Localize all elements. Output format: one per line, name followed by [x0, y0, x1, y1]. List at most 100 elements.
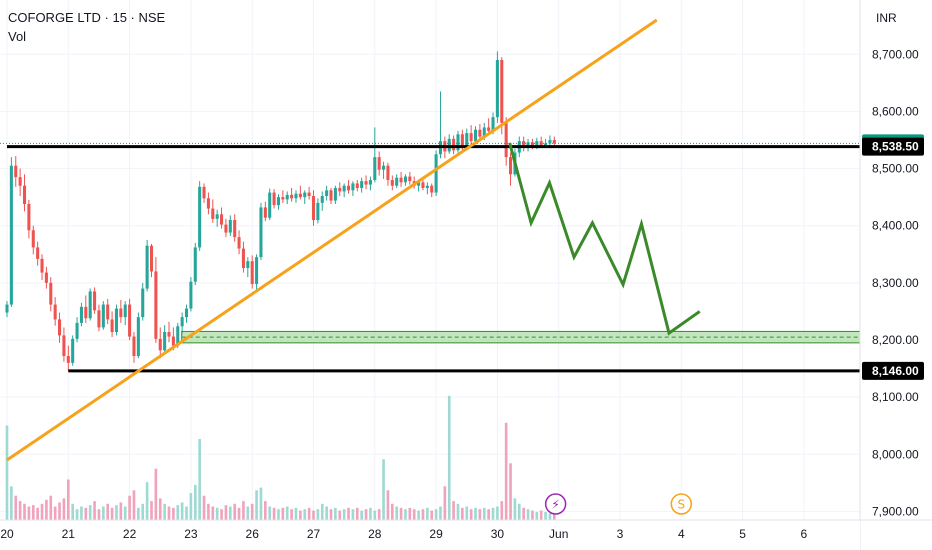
- volume-bar: [369, 507, 372, 520]
- candle-body: [530, 142, 534, 147]
- volume-bar: [31, 505, 35, 520]
- candle-body: [119, 308, 123, 318]
- volume-bar: [320, 503, 324, 520]
- candle-body: [460, 134, 464, 148]
- time-tick-label: 5: [739, 527, 746, 541]
- candle-body: [548, 140, 552, 144]
- candle-body: [9, 165, 13, 305]
- candle-body: [97, 310, 101, 328]
- time-tick-label: Jun: [549, 527, 568, 541]
- candle-body: [75, 322, 79, 339]
- volume-bar: [452, 501, 455, 520]
- candle-body: [62, 335, 66, 356]
- volume-bar: [215, 507, 219, 520]
- volume-bar: [75, 509, 79, 520]
- candle-body: [482, 127, 486, 137]
- candle-body: [163, 332, 167, 351]
- candle-body: [338, 188, 342, 192]
- candle-body: [132, 336, 136, 356]
- price-axis[interactable]: 8,700.00 8,600.00 8,500.00 8,400.00 8,300.00…: [859, 0, 932, 550]
- volume-bar: [290, 509, 293, 520]
- volume-bar: [439, 506, 442, 520]
- drawings[interactable]: [0, 18, 861, 462]
- symbol-title[interactable]: COFORGE LTD · 15 · NSE: [8, 10, 166, 25]
- currency-label[interactable]: INR: [876, 11, 897, 25]
- volume-bar: [426, 507, 429, 520]
- volume-bar: [355, 507, 359, 520]
- volume-label[interactable]: Vol: [8, 29, 27, 44]
- time-axis[interactable]: 20 21 22 23 26 27 28 29 30 Jun 3 4 5 6: [0, 519, 932, 550]
- volume-bar: [408, 507, 412, 520]
- volume-bar: [294, 507, 298, 520]
- candle-body: [303, 192, 307, 198]
- candle-body: [522, 141, 526, 148]
- volume-bar: [198, 439, 201, 520]
- volume-bar: [49, 495, 53, 520]
- volume-bar: [285, 506, 289, 520]
- candle-body: [285, 194, 289, 200]
- volume-bar: [250, 503, 254, 520]
- candle-body: [53, 304, 57, 320]
- split-event-icon[interactable]: ⚡: [544, 493, 567, 515]
- candle-body: [233, 220, 237, 238]
- candle-body: [215, 214, 219, 219]
- candle-body: [228, 220, 232, 233]
- candle-body: [434, 154, 438, 193]
- volume-bar: [404, 509, 407, 520]
- volume-bar: [163, 503, 166, 520]
- volume-bar: [430, 510, 434, 520]
- candle-body: [430, 185, 434, 193]
- volume-bar: [395, 506, 399, 520]
- candle-body: [66, 356, 70, 363]
- volume-bar: [531, 510, 534, 520]
- candle-body: [509, 157, 513, 175]
- volume-bar: [461, 507, 464, 520]
- volume-bar: [154, 468, 158, 520]
- volume-bar: [224, 505, 228, 520]
- candle-body: [27, 204, 31, 231]
- volume-bar: [373, 510, 377, 520]
- candle-body: [31, 230, 35, 248]
- volume-bar: [377, 509, 381, 520]
- candle-body: [114, 308, 118, 332]
- dividend-event-icon[interactable]: S: [670, 493, 693, 515]
- event-markers[interactable]: ⚡ S: [544, 493, 693, 515]
- candle-body: [500, 60, 504, 123]
- candle-body: [268, 192, 272, 218]
- time-tick-label: 27: [307, 527, 321, 541]
- candle-body: [478, 129, 482, 137]
- projection-path[interactable]: [508, 142, 701, 336]
- volume-bar: [329, 509, 333, 520]
- trendline[interactable]: [6, 18, 658, 462]
- candle-body: [544, 143, 548, 146]
- volume-bar: [62, 498, 66, 520]
- volume-bar: [36, 507, 39, 520]
- time-tick-label: 6: [801, 527, 808, 541]
- volume-bar: [172, 507, 175, 520]
- volume-bar: [478, 509, 482, 520]
- price-tag[interactable]: [862, 137, 924, 156]
- candle-body: [329, 190, 333, 201]
- price-tag[interactable]: [862, 361, 924, 380]
- candle-body: [495, 60, 499, 118]
- volume-bar: [526, 509, 530, 520]
- candle-body: [88, 291, 92, 319]
- candle-body: [189, 281, 193, 309]
- candle-body: [101, 304, 105, 328]
- volume-bar: [277, 509, 280, 520]
- volume-bar: [220, 509, 223, 520]
- volume-bar: [548, 513, 552, 520]
- candle-body: [58, 319, 62, 336]
- candle-body: [276, 197, 281, 206]
- volume-bar: [237, 507, 241, 520]
- candle-body: [154, 271, 158, 339]
- candle-body: [22, 185, 27, 204]
- volume-bar: [303, 509, 307, 520]
- volume-bar: [342, 509, 346, 520]
- candle-body: [167, 332, 171, 337]
- volume-bar: [123, 506, 127, 520]
- candle-body: [176, 326, 180, 346]
- candle-body: [128, 304, 132, 337]
- candle-body: [469, 133, 473, 142]
